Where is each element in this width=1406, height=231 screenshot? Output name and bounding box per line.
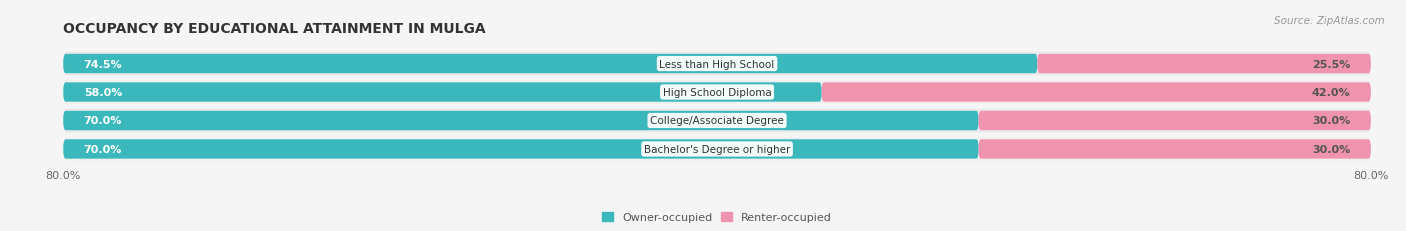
FancyBboxPatch shape [63,140,979,159]
FancyBboxPatch shape [821,83,1371,102]
FancyBboxPatch shape [1038,55,1371,74]
Text: 70.0%: 70.0% [84,116,122,126]
Text: OCCUPANCY BY EDUCATIONAL ATTAINMENT IN MULGA: OCCUPANCY BY EDUCATIONAL ATTAINMENT IN M… [63,22,486,36]
FancyBboxPatch shape [63,55,1038,74]
Text: 58.0%: 58.0% [84,88,122,97]
FancyBboxPatch shape [63,111,979,131]
FancyBboxPatch shape [63,53,1371,76]
FancyBboxPatch shape [979,140,1371,159]
Text: 30.0%: 30.0% [1312,144,1350,154]
Text: 74.5%: 74.5% [84,59,122,69]
Text: College/Associate Degree: College/Associate Degree [650,116,785,126]
FancyBboxPatch shape [979,111,1371,131]
Text: 25.5%: 25.5% [1312,59,1350,69]
Text: Less than High School: Less than High School [659,59,775,69]
FancyBboxPatch shape [63,81,1371,104]
FancyBboxPatch shape [63,109,1371,133]
Text: 42.0%: 42.0% [1312,88,1350,97]
Text: High School Diploma: High School Diploma [662,88,772,97]
FancyBboxPatch shape [63,138,1371,161]
FancyBboxPatch shape [63,83,821,102]
Text: Source: ZipAtlas.com: Source: ZipAtlas.com [1274,16,1385,26]
Text: Bachelor's Degree or higher: Bachelor's Degree or higher [644,144,790,154]
Legend: Owner-occupied, Renter-occupied: Owner-occupied, Renter-occupied [599,209,835,226]
Text: 30.0%: 30.0% [1312,116,1350,126]
Text: 70.0%: 70.0% [84,144,122,154]
